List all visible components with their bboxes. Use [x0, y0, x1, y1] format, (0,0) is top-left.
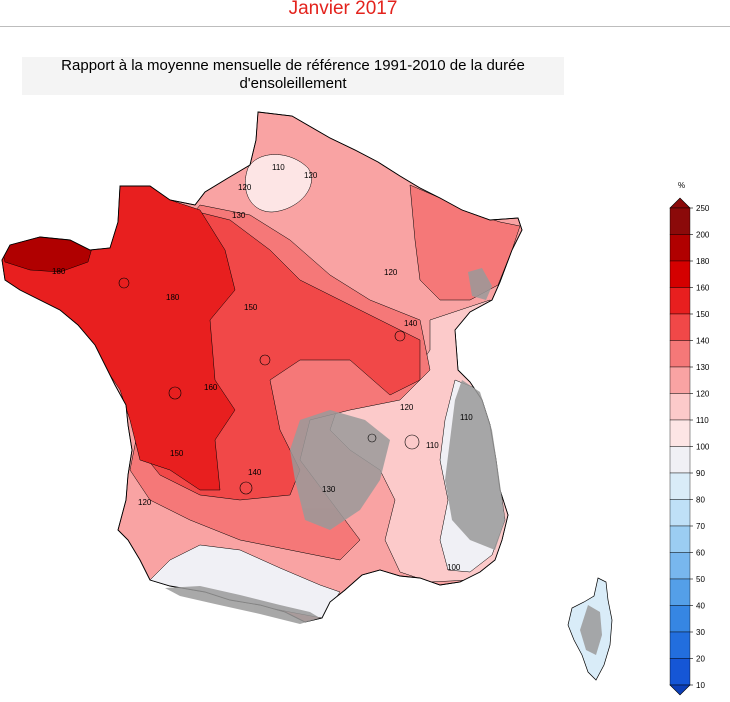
legend-swatch-250 [669, 207, 691, 235]
legend-label-100: 100 [696, 443, 710, 452]
contour-label-18: 100 [447, 563, 461, 572]
contour-label-17: 120 [138, 498, 152, 507]
spot-vendee [168, 386, 182, 400]
legend-arrow-top [669, 197, 691, 209]
legend-label-130: 130 [696, 363, 710, 372]
spot-brittany [118, 277, 130, 289]
zone-west-160 [2, 185, 236, 491]
map-title-line-1: Rapport à la moyenne mensuelle de référe… [61, 57, 525, 74]
contour-label-3: 120 [238, 183, 252, 192]
legend-swatch-110 [669, 419, 691, 447]
legend-swatch-180 [669, 260, 691, 288]
relief-masks [165, 268, 505, 624]
legend-label-20: 20 [696, 655, 705, 664]
contour-label-4: 130 [232, 211, 246, 220]
legend-label-70: 70 [696, 522, 705, 531]
legend-swatch-120 [669, 393, 691, 421]
france-map: 110 120 120 130 120 180 180 150 140 160 … [1, 111, 613, 681]
legend-swatch-40 [669, 605, 691, 633]
contour-label-13: 110 [426, 441, 439, 450]
contour-label-15: 140 [248, 468, 262, 477]
spot-auvergne [367, 433, 377, 443]
legend-label-90: 90 [696, 469, 705, 478]
map-title-line-2: d'ensoleillement [239, 75, 347, 92]
legend-label-10: 10 [696, 681, 705, 690]
mainland-france [1, 111, 523, 624]
legend-label-150: 150 [696, 310, 710, 319]
legend-label-250: 250 [696, 204, 710, 213]
legend-label-30: 30 [696, 628, 705, 637]
legend-label-140: 140 [696, 337, 710, 346]
contour-spots [118, 277, 420, 495]
legend-label-40: 40 [696, 602, 705, 611]
legend-swatch-130 [669, 366, 691, 394]
contour-label-2: 120 [304, 171, 318, 180]
spot-centre [259, 354, 271, 366]
contour-label-9: 140 [404, 319, 418, 328]
contour-label-1: 110 [272, 163, 285, 172]
legend-label-200: 200 [696, 231, 710, 240]
header-bar: Janvier 2017 [0, 0, 730, 27]
legend-swatch-50 [669, 578, 691, 606]
contour-label-5: 120 [384, 268, 398, 277]
legend-label-180: 180 [696, 257, 710, 266]
zone-north-110 [245, 154, 312, 213]
legend-arrow-bottom [669, 684, 691, 696]
legend-label-60: 60 [696, 549, 705, 558]
spot-rhone [404, 434, 420, 450]
spot-burgundy [394, 330, 406, 342]
legend-swatch-90 [669, 472, 691, 500]
contour-label-12: 110 [460, 413, 473, 422]
contour-label-6: 180 [52, 267, 66, 276]
legend-swatch-30 [669, 631, 691, 659]
legend-unit: % [678, 181, 685, 190]
page-title: Janvier 2017 [288, 0, 398, 19]
legend-swatch-160 [669, 287, 691, 315]
legend-labels: 250 200 180 160 150 140 130 120 110 100 90 80 70 60 50… [690, 204, 710, 690]
legend-swatch-70 [669, 525, 691, 553]
spot-limousin [239, 481, 253, 495]
contour-label-7: 180 [166, 293, 180, 302]
legend-swatch-80 [669, 499, 691, 527]
relief-vosges [468, 268, 492, 300]
zone-northeast-130 [409, 184, 521, 301]
relief-massif-central [290, 410, 390, 530]
legend-label-50: 50 [696, 575, 705, 584]
relief-alps [445, 380, 505, 550]
legend-label-120: 120 [696, 390, 710, 399]
corsica-relief [580, 605, 602, 655]
corsica [567, 577, 613, 681]
relief-pyrenees [165, 586, 320, 624]
legend-label-110: 110 [696, 416, 709, 425]
legend-swatch-150 [669, 313, 691, 341]
map-title: Rapport à la moyenne mensuelle de référe… [22, 57, 564, 95]
legend-swatch-60 [669, 552, 691, 580]
legend-swatch-20 [669, 658, 691, 686]
contour-label-11: 120 [400, 403, 414, 412]
color-legend: % 250 200 180 160 150 140 130 120 110 100 90 80 70 60… [669, 181, 710, 696]
contour-labels: 110 120 120 130 120 180 180 150 140 160 … [52, 163, 473, 572]
legend-swatches [669, 197, 691, 696]
legend-swatch-100 [669, 446, 691, 474]
legend-label-160: 160 [696, 284, 710, 293]
contour-label-14: 150 [170, 449, 184, 458]
contour-label-8: 150 [244, 303, 258, 312]
legend-swatch-140 [669, 340, 691, 368]
legend-label-80: 80 [696, 496, 705, 505]
legend-swatch-200 [669, 234, 691, 262]
contour-label-10: 160 [204, 383, 218, 392]
contour-label-16: 130 [322, 485, 336, 494]
